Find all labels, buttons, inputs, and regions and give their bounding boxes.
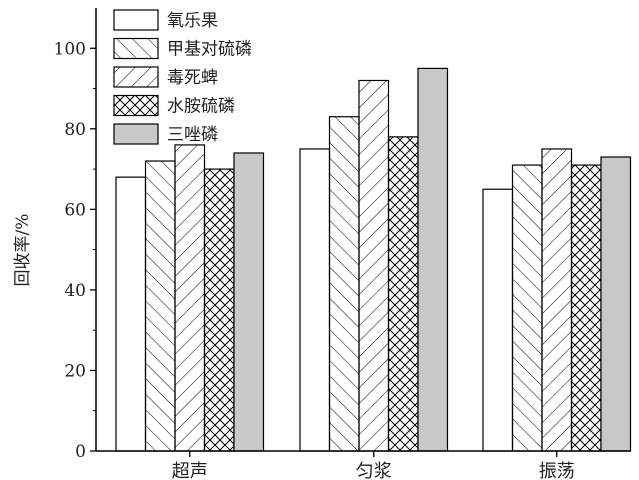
bar-1-1	[115, 176, 147, 452]
legend-label-2: 甲基对硫磷	[167, 40, 252, 60]
plot-area: 0 20 40 60 80 100 超声 匀浆 振荡	[54, 8, 632, 480]
legend-label-3: 毒死蜱	[167, 68, 218, 88]
legend-swatch-1	[113, 9, 159, 31]
bar-2-1	[144, 160, 176, 452]
bar-5-2	[417, 67, 449, 452]
y-tick-label-3: 40	[64, 281, 86, 301]
bar-4-3	[570, 164, 602, 452]
y-axis-label: 回收率/%	[13, 214, 33, 287]
bar-5-3	[600, 156, 632, 452]
x-labels-group: 超声 匀浆 振荡	[172, 451, 575, 480]
legend-swatch-4	[113, 94, 159, 117]
y-tick-label-6: 100	[54, 39, 86, 59]
legend-label-4: 水胺硫磷	[167, 97, 235, 117]
bar-1-2	[299, 148, 331, 452]
bar-3-3	[541, 148, 573, 452]
y-tick-label-4: 60	[64, 200, 86, 220]
legend-swatch-2	[113, 37, 159, 60]
bar-2-3	[511, 164, 543, 452]
x-tick-label-2: 匀浆	[356, 461, 392, 480]
axes-group	[95, 8, 631, 452]
bar-2-2	[328, 116, 360, 452]
y-tick-label-5: 80	[64, 120, 86, 140]
bar-3-1	[174, 144, 206, 452]
bar-5-1	[233, 152, 265, 452]
bar-3-2	[358, 79, 390, 452]
legend-swatch-5	[113, 123, 159, 145]
legend-swatch-3	[113, 66, 159, 88]
y-tick-label-1: 0	[75, 442, 86, 462]
legend-label-5: 三唑磷	[167, 125, 218, 145]
bar-4-2	[387, 136, 419, 452]
x-tick-label-3: 振荡	[539, 461, 575, 480]
y-tick-label-2: 20	[64, 361, 86, 381]
y-ticks-group: 0 20 40 60 80 100	[54, 39, 96, 462]
x-tick-label-1: 超声	[172, 461, 208, 480]
bar-1-3	[482, 188, 514, 452]
legend-label-1: 氧乐果	[167, 11, 218, 31]
bar-4-1	[203, 168, 235, 452]
bars-group	[115, 67, 632, 452]
